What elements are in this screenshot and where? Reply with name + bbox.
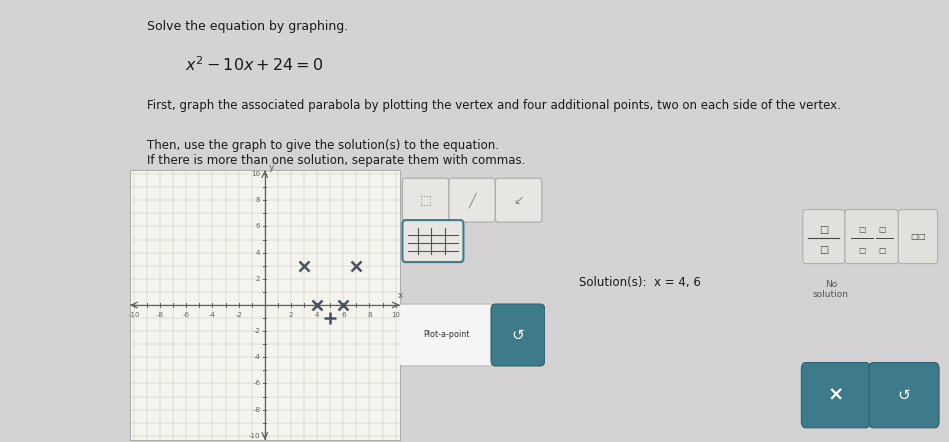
- Text: Solve the equation by graphing.: Solve the equation by graphing.: [147, 20, 348, 33]
- Text: ↺: ↺: [898, 388, 910, 403]
- FancyBboxPatch shape: [899, 210, 938, 263]
- Text: ╱: ╱: [469, 193, 475, 208]
- Text: □: □: [878, 246, 885, 255]
- Text: -2: -2: [235, 312, 242, 318]
- FancyBboxPatch shape: [495, 178, 542, 222]
- Text: 6: 6: [341, 312, 345, 318]
- Text: x: x: [399, 291, 403, 301]
- Text: 8: 8: [255, 197, 260, 203]
- Text: y: y: [269, 163, 274, 172]
- Text: 6: 6: [255, 224, 260, 229]
- FancyBboxPatch shape: [869, 362, 940, 428]
- FancyBboxPatch shape: [801, 362, 870, 428]
- Text: □□: □□: [910, 232, 926, 241]
- Text: ↙: ↙: [513, 194, 524, 207]
- Text: □: □: [858, 246, 865, 255]
- Text: 4: 4: [315, 312, 319, 318]
- Text: □: □: [819, 245, 828, 255]
- FancyBboxPatch shape: [402, 220, 463, 262]
- Text: ⬚: ⬚: [419, 194, 432, 207]
- Text: ×: ×: [828, 386, 844, 405]
- Text: 2: 2: [288, 312, 293, 318]
- Text: -8: -8: [157, 312, 163, 318]
- Text: First, graph the associated parabola by plotting the vertex and four additional : First, graph the associated parabola by …: [147, 99, 841, 112]
- Text: 10: 10: [391, 312, 400, 318]
- Text: 4: 4: [256, 250, 260, 255]
- Text: -10: -10: [249, 433, 260, 439]
- Text: -4: -4: [253, 354, 260, 360]
- Text: -6: -6: [183, 312, 190, 318]
- Text: Then, use the graph to give the solution(s) to the equation.
If there is more th: Then, use the graph to give the solution…: [147, 139, 526, 167]
- Text: ↺: ↺: [512, 328, 524, 343]
- Text: -2: -2: [253, 328, 260, 334]
- Text: -8: -8: [253, 407, 260, 413]
- FancyBboxPatch shape: [491, 304, 545, 366]
- Text: -4: -4: [209, 312, 215, 318]
- Text: Plot-a-point: Plot-a-point: [423, 331, 469, 339]
- FancyBboxPatch shape: [402, 178, 449, 222]
- Text: 10: 10: [251, 171, 260, 177]
- FancyBboxPatch shape: [449, 178, 495, 222]
- Text: 2: 2: [256, 276, 260, 282]
- Text: $x^2 - 10x + 24 = 0$: $x^2 - 10x + 24 = 0$: [185, 55, 324, 74]
- Text: -6: -6: [253, 381, 260, 386]
- Text: -10: -10: [128, 312, 140, 318]
- Text: □: □: [878, 225, 885, 234]
- Text: □: □: [858, 225, 865, 234]
- FancyBboxPatch shape: [398, 304, 493, 366]
- Text: □: □: [819, 225, 828, 235]
- FancyBboxPatch shape: [845, 210, 899, 263]
- Text: Solution(s):  x = 4, 6: Solution(s): x = 4, 6: [579, 276, 701, 289]
- Text: 8: 8: [367, 312, 372, 318]
- Text: No
solution: No solution: [813, 280, 849, 299]
- FancyBboxPatch shape: [803, 210, 845, 263]
